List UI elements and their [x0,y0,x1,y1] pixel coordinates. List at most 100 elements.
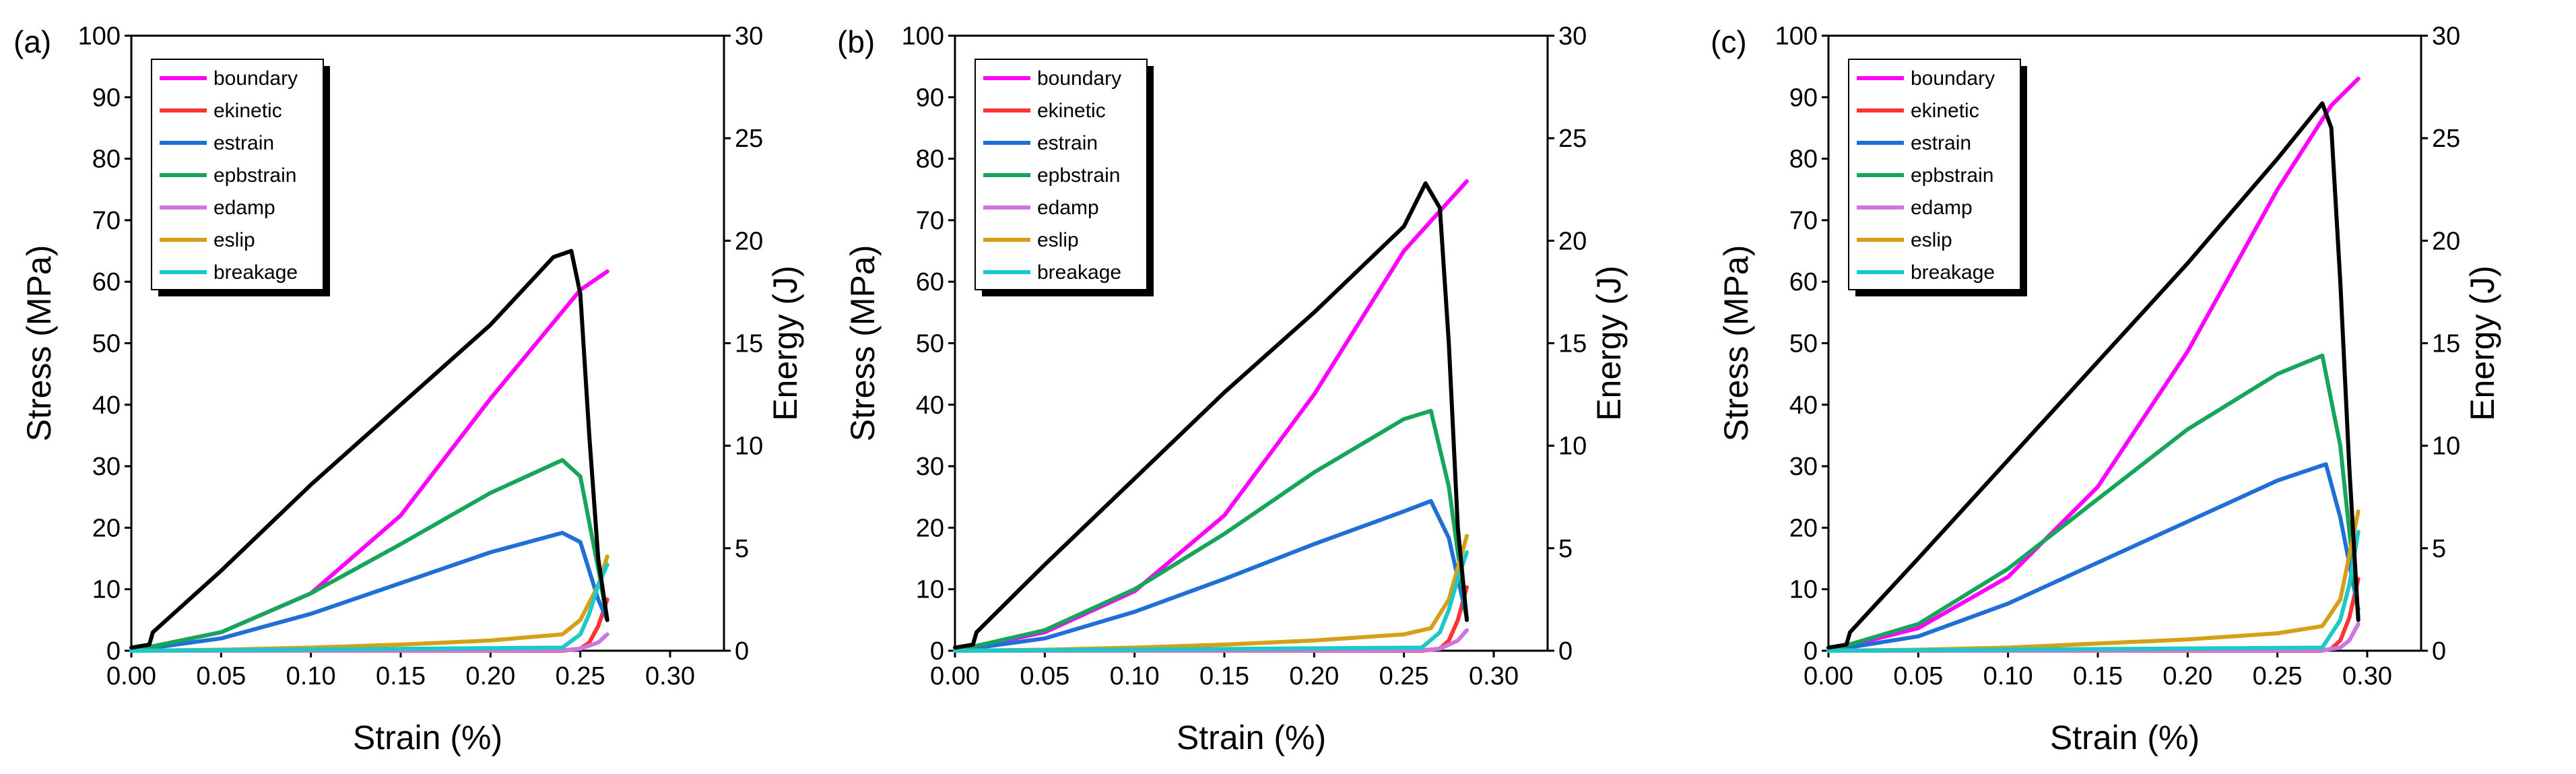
x-tick-label: 0.15 [1199,662,1249,690]
y-tick-label: 20 [92,514,121,542]
y-tick-label: 10 [1789,576,1818,604]
panel-label: (b) [837,24,875,59]
y-tick-label: 10 [916,576,944,604]
y-tick-label: 70 [916,207,944,235]
y-tick-label: 30 [92,453,121,481]
legend-label: eslip [1037,229,1079,251]
x-tick-label: 0.25 [2253,662,2303,690]
y2-tick-label: 10 [735,432,763,461]
series-line-stress [1826,101,2360,650]
legend-label: edamp [1037,197,1099,219]
y2-tick-label: 15 [2432,330,2460,358]
y-tick-label: 40 [1789,391,1818,420]
series-line-epbstrain [1826,353,2360,653]
y-tick-label: 30 [916,453,944,481]
x-tick-label: 0.15 [2073,662,2123,690]
y-tick-label: 50 [92,330,121,358]
x-tick-label: 0.30 [1469,662,1519,690]
x-tick-label: 0.10 [1110,662,1160,690]
legend-label: boundary [213,67,298,90]
legend-label: epbstrain [1037,164,1120,187]
y2-tick-label: 25 [735,125,763,153]
x-tick-label: 0.00 [1804,662,1853,690]
y2-axis-title: Energy (J) [766,265,804,421]
series-line-epbstrain [953,408,1469,653]
x-axis-title: Strain (%) [1177,719,1326,756]
series-line-estrain [129,531,609,653]
y2-tick-label: 25 [1558,125,1587,153]
series-line-stress [953,181,1469,650]
y2-tick-label: 0 [1558,637,1573,666]
x-tick-label: 0.00 [930,662,980,690]
y2-tick-label: 0 [735,637,749,666]
legend-label: edamp [1911,197,1973,219]
y-tick-label: 10 [92,576,121,604]
chart-panel-3: 0.00 0.05 0.10 0.15 0.20 0.25 0.30010203040506… [1711,22,2501,756]
y-tick-label: 40 [92,391,121,420]
y-tick-label: 20 [916,514,944,542]
x-tick-label: 0.15 [376,662,426,690]
legend-label: ekinetic [1911,100,1979,122]
y2-tick-label: 5 [1558,535,1573,563]
legend-label: boundary [1911,67,1995,90]
x-tick-label: 0.10 [1983,662,2033,690]
y-tick-label: 0 [106,637,121,666]
x-tick-label: 0.25 [556,662,605,690]
legend-label: estrain [1037,132,1098,154]
y-tick-label: 30 [1789,453,1818,481]
x-axis-title: Strain (%) [353,719,502,756]
series-line-boundary [1826,76,2360,653]
panel-label: (a) [13,24,51,59]
x-tick-label: 0.20 [2162,662,2212,690]
series-line-breakage [953,550,1469,653]
panel-label: (c) [1711,24,1747,59]
y2-tick-label: 10 [2432,432,2460,461]
y-tick-label: 50 [1789,330,1818,358]
legend-label: breakage [1911,261,1995,284]
y2-tick-label: 0 [2432,637,2446,666]
y-tick-label: 90 [916,84,944,112]
x-tick-label: 0.30 [2342,662,2392,690]
series-line-stress [129,249,609,650]
y-tick-label: 50 [916,330,944,358]
y-axis-title: Stress (MPa) [20,245,58,442]
legend-label: breakage [1037,261,1121,284]
series-line-breakage [1826,529,2360,653]
legend-label: edamp [213,197,275,219]
y-tick-label: 90 [1789,84,1818,112]
y2-tick-label: 20 [735,227,763,255]
y-tick-label: 90 [92,84,121,112]
y-tick-label: 60 [92,268,121,296]
series-line-ekinetic [129,597,609,653]
legend-label: eslip [213,229,255,251]
legend-label: breakage [213,261,298,284]
y2-tick-label: 15 [735,330,763,358]
y-tick-label: 60 [916,268,944,296]
y2-axis-title: Energy (J) [1590,265,1628,421]
x-tick-label: 0.05 [1893,662,1943,690]
y-tick-label: 100 [1775,22,1818,51]
y2-tick-label: 5 [735,535,749,563]
y2-tick-label: 30 [2432,22,2460,51]
legend-label: epbstrain [213,164,296,187]
x-axis-title: Strain (%) [2050,719,2200,756]
x-tick-label: 0.25 [1379,662,1429,690]
y-axis-title: Stress (MPa) [1717,245,1755,442]
y-tick-label: 70 [92,207,121,235]
y2-tick-label: 5 [2432,535,2446,563]
legend-label: eslip [1911,229,1952,251]
legend-label: ekinetic [213,100,282,122]
series-line-estrain [1826,462,2360,653]
x-tick-label: 0.30 [645,662,695,690]
y-tick-label: 70 [1789,207,1818,235]
y-axis-title: Stress (MPa) [844,245,882,442]
y-tick-label: 60 [1789,268,1818,296]
y-tick-label: 0 [1804,637,1818,666]
y2-tick-label: 30 [735,22,763,51]
y-tick-label: 100 [78,22,121,51]
y2-axis-title: Energy (J) [2464,265,2501,421]
y-tick-label: 40 [916,391,944,420]
y-tick-label: 0 [930,637,944,666]
